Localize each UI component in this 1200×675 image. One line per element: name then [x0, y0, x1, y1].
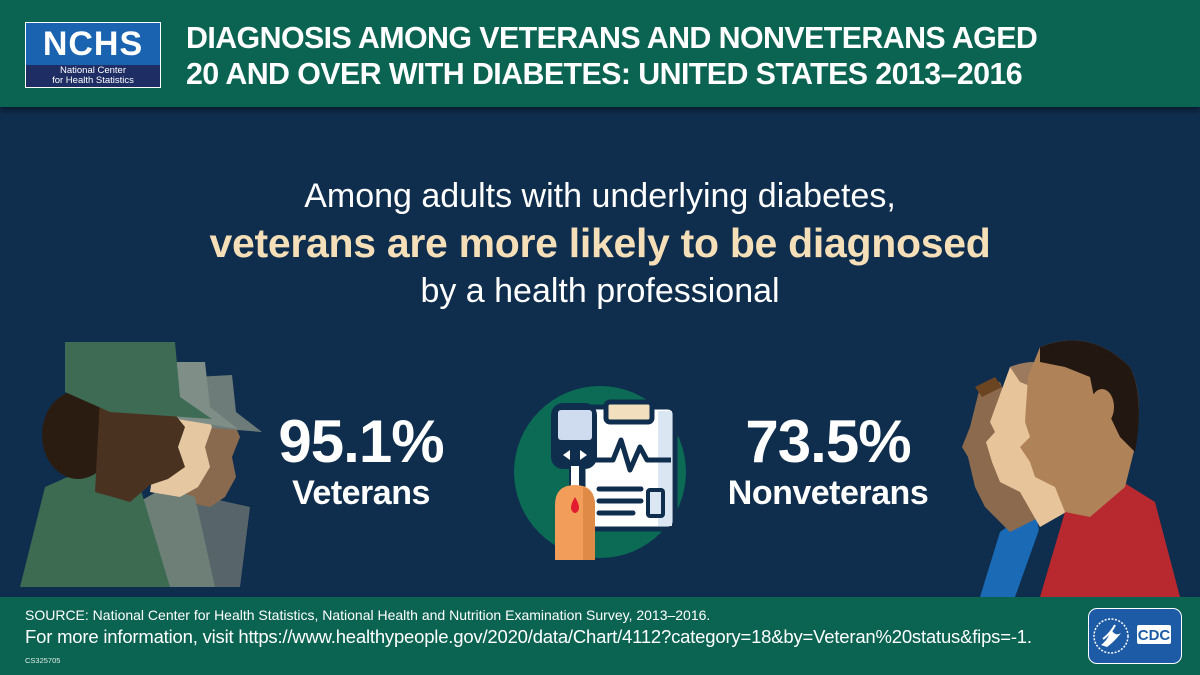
more-info-link[interactable]: For more information, visit https://www.… [25, 626, 1032, 647]
veterans-percent: 95.1% [278, 408, 444, 475]
header-banner: NCHS National Center for Health Statisti… [0, 0, 1200, 107]
veterans-profiles-illustration [20, 342, 262, 587]
lede-line1: Among adults with underlying diabetes, [304, 177, 896, 215]
veterans-stat: 95.1% Veterans [270, 408, 452, 513]
logo-line2: for Health Statistics [52, 75, 134, 86]
veterans-label: Veterans [292, 474, 430, 512]
nchs-logo: NCHS National Center for Health Statisti… [25, 22, 161, 88]
glucose-meter-clipboard-icon [514, 386, 686, 560]
title-line1: DIAGNOSIS AMONG VETERANS AND NONVETERANS… [186, 20, 1038, 55]
page-title: DIAGNOSIS AMONG VETERANS AND NONVETERANS… [186, 20, 1166, 92]
lede-line3: by a health professional [420, 272, 780, 310]
logo-subtitle: National Center for Health Statistics [26, 65, 160, 87]
main-panel: Among adults with underlying diabetes, v… [0, 107, 1200, 597]
title-line2: 20 AND OVER WITH DIABETES: UNITED STATES… [186, 56, 1023, 91]
key-message: Among adults with underlying diabetes, v… [0, 175, 1200, 313]
document-code: CS325705 [25, 656, 61, 665]
logo-acronym: NCHS [42, 25, 144, 63]
footer: SOURCE: National Center for Health Stati… [0, 597, 1200, 675]
cdc-hhs-logo: CDC [1088, 608, 1182, 664]
logo-line1: National Center [59, 65, 126, 76]
hhs-eagle-icon: CDC [1093, 618, 1171, 654]
nonveterans-percent: 73.5% [745, 408, 911, 475]
nonveterans-profiles-illustration [962, 340, 1180, 597]
nonveterans-stat: 73.5% Nonveterans [712, 408, 944, 513]
lede-highlight: veterans are more likely to be diagnosed [209, 220, 991, 266]
nonveterans-label: Nonveterans [727, 474, 929, 512]
svg-text:CDC: CDC [1138, 627, 1171, 644]
source-note: SOURCE: National Center for Health Stati… [25, 607, 711, 623]
